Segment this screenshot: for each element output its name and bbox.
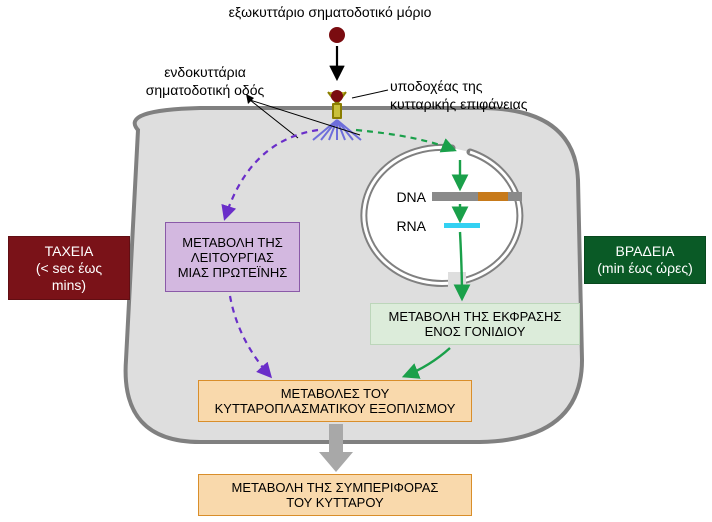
slow-sub: (min έως ώρες) [593, 260, 697, 277]
label-receptor: υποδοχέας της κυτταρικής επιφάνειας [390, 78, 570, 113]
slow-badge: ΒΡΑΔΕΙΑ (min έως ώρες) [584, 236, 706, 284]
fast-sub: (< sec έως mins) [17, 260, 121, 294]
fast-title: ΤΑΧΕΙΑ [17, 243, 121, 260]
protein-change-box: ΜΕΤΑΒΟΛΗ ΤΗΣ ΛΕΙΤΟΥΡΓΙΑΣ ΜΙΑΣ ΠΡΩΤΕΪΝΗΣ [165, 222, 300, 292]
label-rna: RNA [386, 218, 426, 236]
slow-title: ΒΡΑΔΕΙΑ [593, 243, 697, 260]
cytoplasmic-machinery-box: ΜΕΤΑΒΟΛΕΣ ΤΟΥ ΚΥΤΤΑΡΟΠΛΑΣΜΑΤΙΚΟΥ ΕΞΟΠΛΙΣ… [198, 380, 472, 422]
label-dna: DNA [386, 189, 426, 207]
gene-expression-box: ΜΕΤΑΒΟΛΗ ΤΗΣ ΕΚΦΡΑΣΗΣ ΕΝΟΣ ΓΟΝΙΔΙΟΥ [370, 303, 580, 345]
label-intracellular-path: ενδοκυττάρια σηματοδοτική οδός [135, 64, 275, 99]
fast-badge: ΤΑΧΕΙΑ (< sec έως mins) [8, 236, 130, 300]
cell-behavior-box: ΜΕΤΑΒΟΛΗ ΤΗΣ ΣΥΜΠΕΡΙΦΟΡΑΣ ΤΟΥ ΚΥΤΤΑΡΟΥ [198, 474, 472, 516]
label-signal-molecule: εξωκυττάριο σηματοδοτικό μόριο [200, 4, 460, 22]
